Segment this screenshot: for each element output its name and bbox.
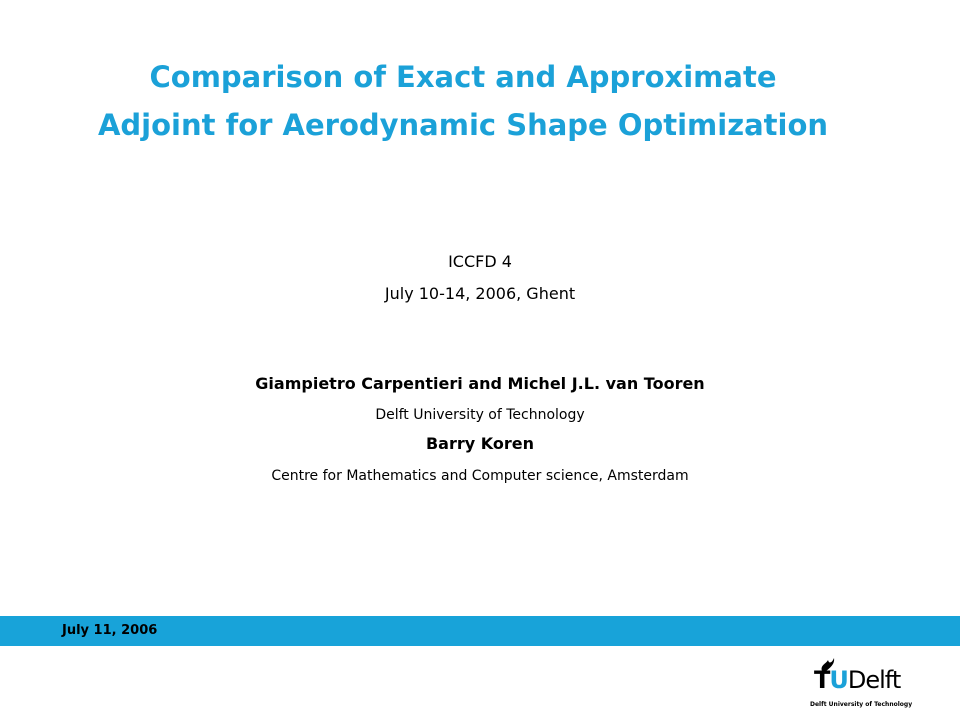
event-date: July 10-14, 2006, Ghent	[384, 284, 576, 303]
footer-date: July 11, 2006	[62, 623, 158, 638]
logo: TUDelft Delft University of Technology	[808, 656, 918, 716]
logo-wordmark: TUDelft	[814, 666, 901, 694]
footer-bar	[0, 616, 960, 646]
conference: ICCFD 4	[448, 252, 512, 271]
authors: Giampietro Carpentieri and Michel J.L. v…	[255, 374, 705, 393]
logo-t: T	[814, 666, 830, 694]
title-line: Comparison of Exact and Approximate	[149, 60, 777, 94]
logo-flame	[821, 658, 835, 671]
authors: Barry Koren	[425, 434, 534, 453]
title-line: Adjoint for Aerodynamic Shape Optimizati…	[97, 108, 829, 142]
logo-delft: Delft	[847, 666, 901, 694]
logo-u: U	[829, 666, 848, 694]
affiliation: Centre for Mathematics and Computer scie…	[271, 468, 689, 484]
logo-subtitle: Delft University of Technology	[810, 701, 913, 708]
affiliation: Delft University of Technology	[375, 407, 585, 423]
